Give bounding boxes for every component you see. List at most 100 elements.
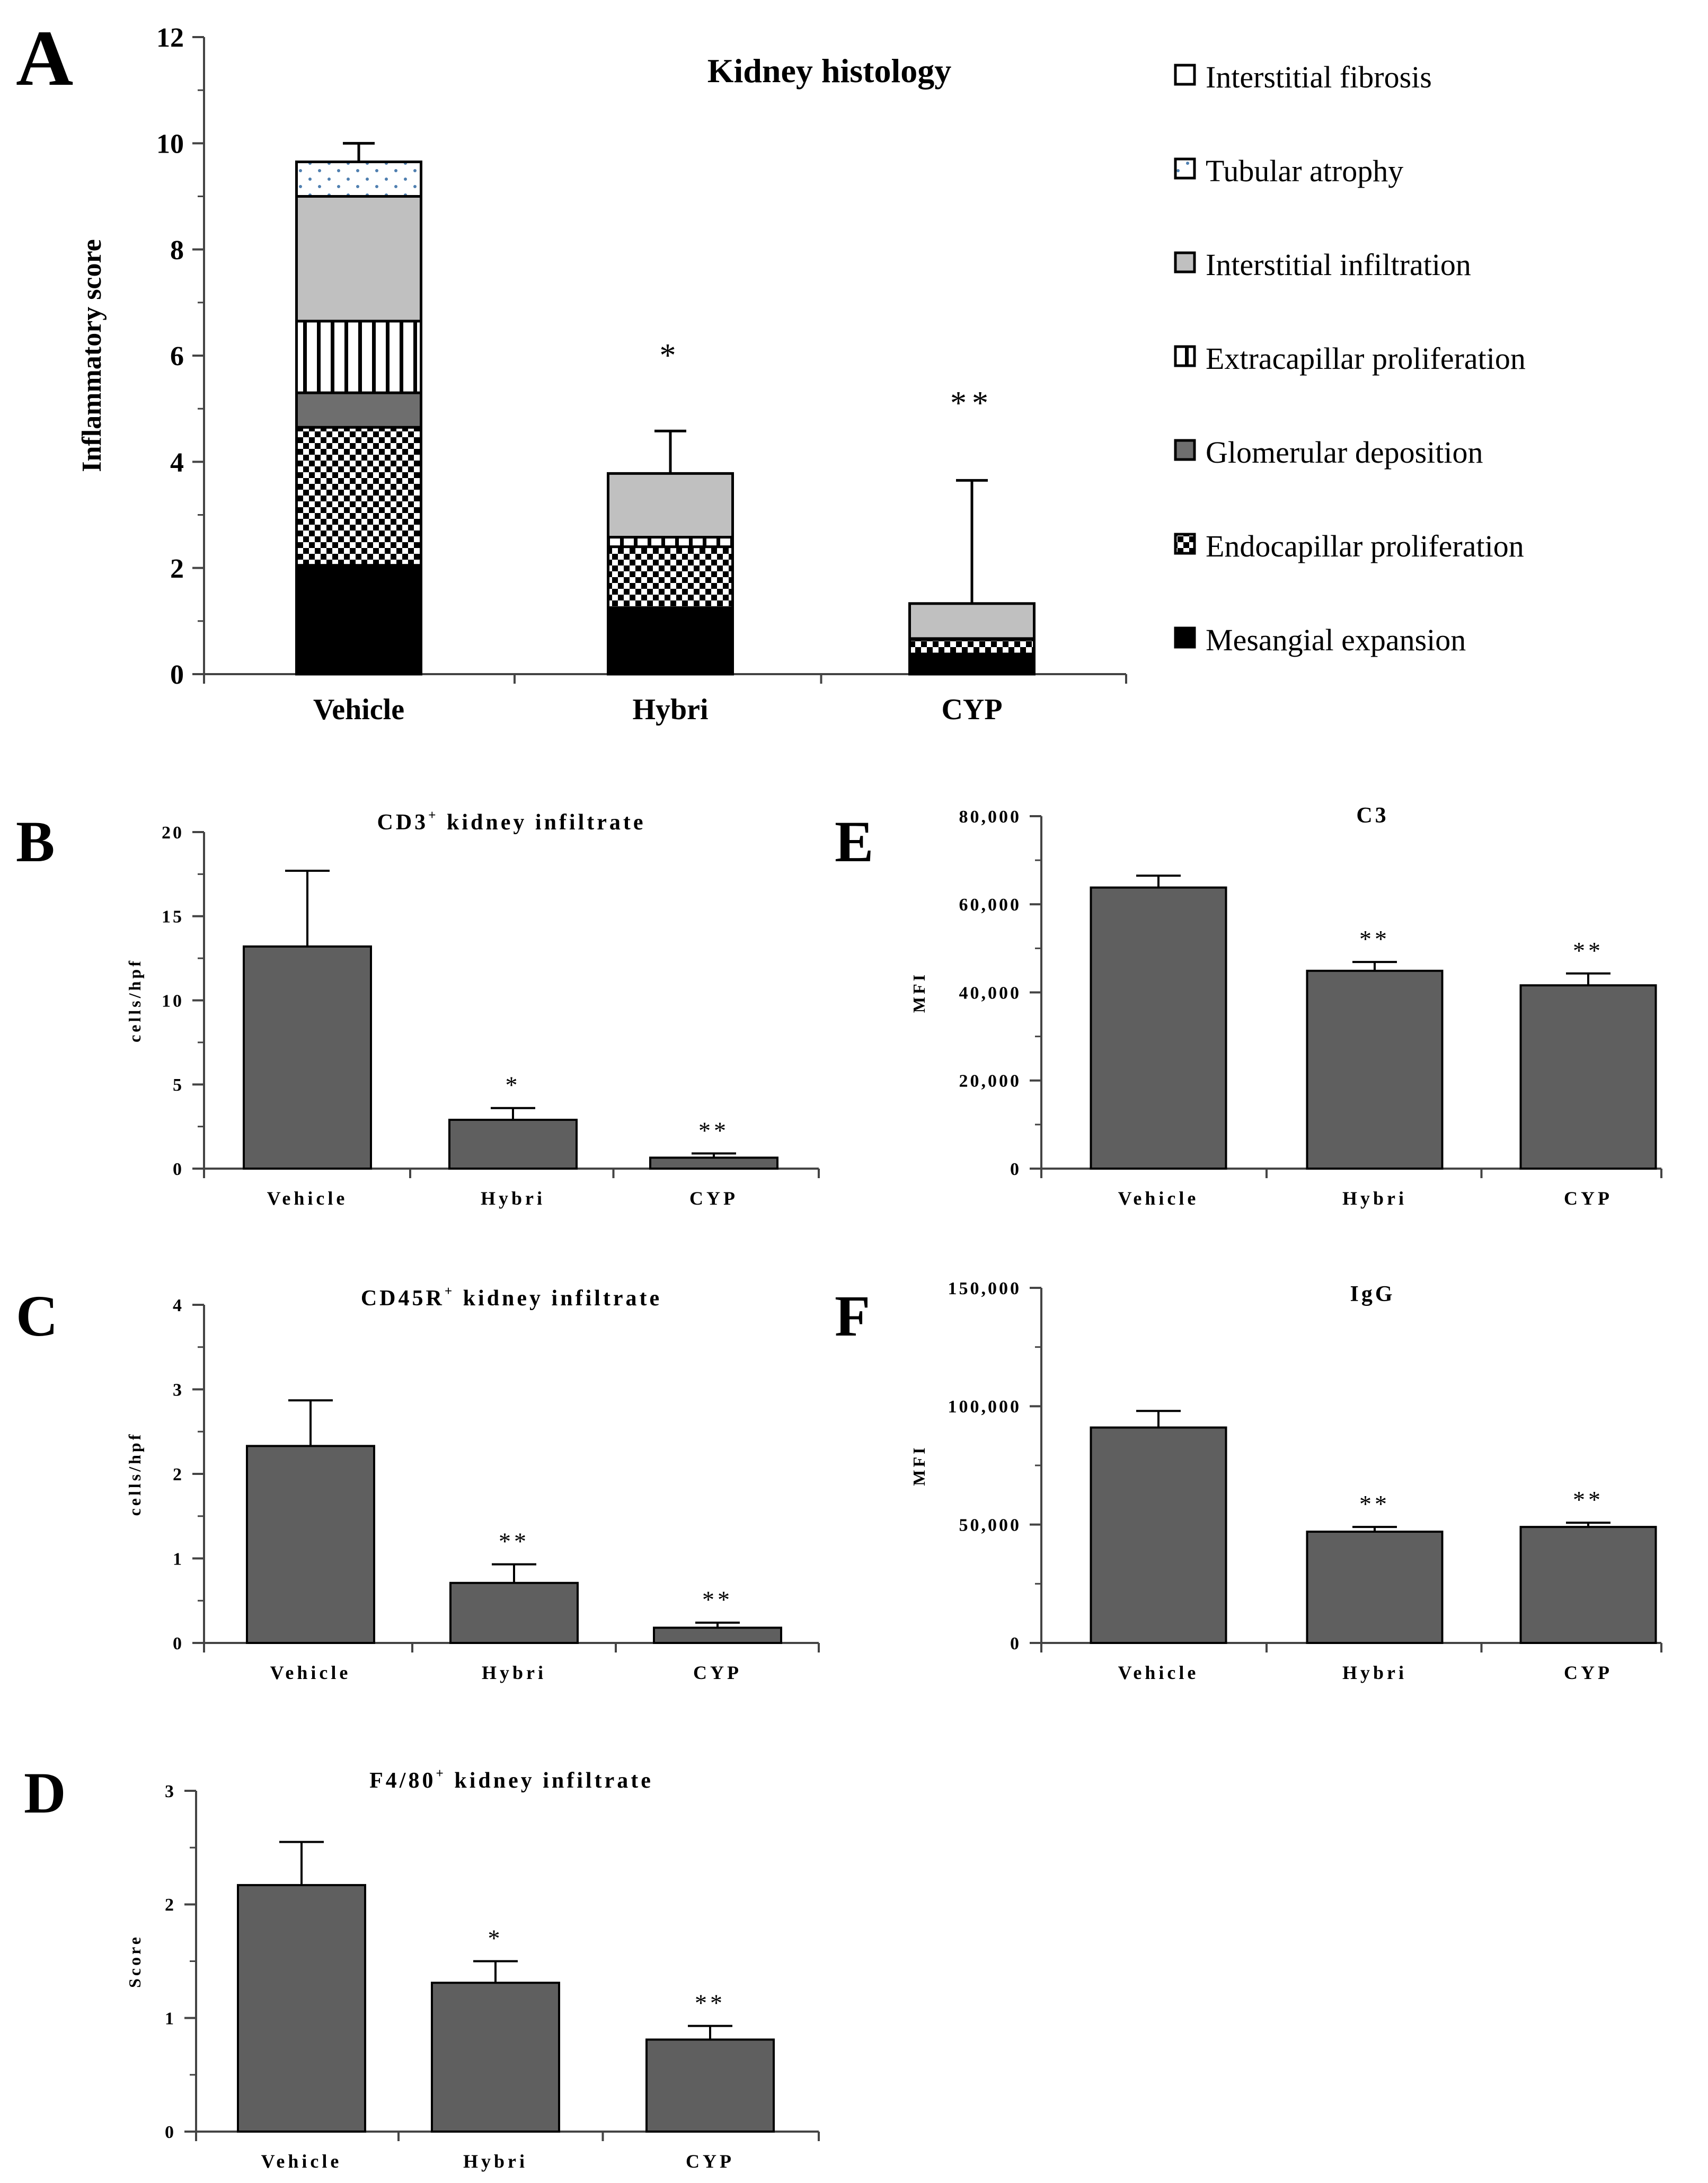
stacked-bar-segment (908, 652, 1036, 676)
bar (431, 1982, 560, 2133)
y-tick-label: 2 (165, 1895, 176, 1915)
stacked-bar-segment (607, 536, 734, 549)
y-axis-label: Score (125, 1934, 144, 1988)
significance-marker: ** (698, 1117, 729, 1144)
x-tick-label: Hybri (481, 1188, 545, 1209)
chart-title: F4/80+ kidney infiltrate (369, 1766, 653, 1793)
legend-swatch (1174, 345, 1196, 367)
legend-swatch (1174, 626, 1196, 649)
y-tick-label: 10 (156, 129, 184, 160)
legend-label: Glomerular deposition (1206, 435, 1483, 470)
x-tick-label: Hybri (482, 1662, 546, 1683)
bar (246, 1445, 375, 1644)
legend-label: Interstitial fibrosis (1206, 60, 1432, 94)
y-tick-label: 0 (165, 2123, 176, 2142)
y-tick-label: 0 (173, 1160, 184, 1179)
bar (1090, 886, 1227, 1170)
bar (653, 1627, 782, 1645)
y-tick-label: 10 (162, 991, 184, 1011)
chart-title-rest: kidney infiltrate (439, 810, 646, 835)
y-tick-label: 2 (170, 554, 184, 584)
significance-marker: ** (950, 385, 994, 421)
significance-marker: ** (499, 1528, 529, 1555)
x-tick-label: Vehicle (270, 1662, 351, 1683)
chart-panel-a: 0 2 4 6 8 10 12 Vehicle Hybri CYP Inflammatory sco… (16, 14, 1526, 726)
chart-title: CD45R+ kidney infiltrate (361, 1284, 662, 1311)
y-tick-label: 150,000 (948, 1279, 1022, 1298)
stacked-bar-segment (908, 638, 1036, 656)
x-tick-label: Hybri (1342, 1188, 1407, 1209)
significance-marker: * (488, 1925, 503, 1952)
legend-swatch (1174, 64, 1196, 86)
y-tick-label: 20 (162, 823, 184, 843)
chart-title-superscript: + (428, 808, 438, 823)
chart-panel-d: 0 1 2 3 Vehicle Hybri CYP Score D F4/80+ kidney i… (24, 1761, 820, 2172)
significance-marker: ** (695, 1990, 725, 2017)
bar (449, 1581, 579, 1644)
stacked-bar-segment (295, 195, 422, 323)
x-tick-label: CYP (689, 1188, 738, 1209)
x-tick-label: CYP (1564, 1662, 1613, 1683)
legend-label: Interstitial infiltration (1206, 248, 1471, 282)
significance-marker: ** (1359, 1490, 1390, 1517)
y-tick-label: 40,000 (959, 983, 1022, 1003)
x-tick-label: Vehicle (1118, 1188, 1199, 1209)
stacked-bar-segment (295, 391, 422, 429)
bar (1519, 1526, 1657, 1644)
bar (1090, 1426, 1227, 1645)
chart-panel-c: 0 1 2 3 4 Vehicle Hybri CYP cells/hpf C CD45R+ kid… (16, 1284, 820, 1683)
y-tick-label: 2 (173, 1465, 184, 1484)
x-tick-label: Hybri (463, 2151, 528, 2172)
y-tick-label: 4 (173, 1296, 184, 1315)
stacked-bar-segment (295, 320, 422, 394)
panel-letter: C (16, 1284, 58, 1348)
y-axis-label: Inflammatory score (77, 239, 107, 472)
bar (1306, 969, 1444, 1170)
panel-letter: F (835, 1284, 870, 1348)
chart-title: CD3+ kidney infiltrate (377, 808, 645, 835)
x-tick-label: CYP (941, 693, 1002, 726)
significance-marker: ** (702, 1586, 733, 1613)
significance-marker: * (660, 338, 682, 374)
significance-marker: * (506, 1072, 521, 1099)
y-tick-label: 60,000 (959, 895, 1022, 915)
x-tick-label: Vehicle (261, 2151, 342, 2172)
y-tick-label: 0 (1010, 1634, 1021, 1654)
y-tick-label: 5 (173, 1075, 184, 1095)
y-tick-label: 4 (170, 448, 184, 478)
y-axis-label: MFI (909, 972, 928, 1013)
chart-title-main: CD3 (377, 810, 428, 835)
chart-title-main: IgG (1350, 1282, 1395, 1306)
x-tick-label: CYP (693, 1662, 742, 1683)
bar (1519, 984, 1657, 1170)
legend-label: Tubular atrophy (1206, 154, 1403, 188)
panel-letter: A (16, 14, 73, 102)
bar (649, 1156, 778, 1170)
x-tick-label: Vehicle (267, 1188, 348, 1209)
y-tick-label: 3 (173, 1380, 184, 1400)
chart-title-rest: kidney infiltrate (455, 1286, 662, 1311)
chart-panel-b: 0 5 10 15 20 Vehicle Hybri CYP cells/hpf B CD3+ ki… (16, 808, 820, 1209)
stacked-bar-segment (295, 160, 422, 198)
bar (1306, 1531, 1444, 1644)
y-tick-label: 1 (165, 2009, 176, 2029)
chart-title-superscript: + (445, 1284, 455, 1298)
y-tick-label: 15 (162, 907, 184, 927)
x-tick-label: Hybri (1342, 1662, 1407, 1683)
legend-swatch (1174, 251, 1196, 273)
bar (448, 1118, 578, 1170)
stacked-bar-segment (908, 602, 1036, 640)
bar (237, 1884, 366, 2133)
x-tick-label: Hybri (632, 693, 708, 726)
x-tick-label: Vehicle (1118, 1662, 1199, 1683)
y-tick-label: 0 (170, 660, 184, 690)
y-tick-label: 12 (156, 23, 184, 53)
stacked-bar-segment (607, 545, 734, 609)
significance-marker: ** (1573, 937, 1604, 964)
chart-title: IgG (1350, 1282, 1395, 1306)
y-axis-label: cells/hpf (125, 1432, 144, 1516)
y-tick-label: 100,000 (948, 1397, 1022, 1417)
stacked-bar-segment (607, 606, 734, 676)
panel-letter: B (16, 809, 55, 874)
